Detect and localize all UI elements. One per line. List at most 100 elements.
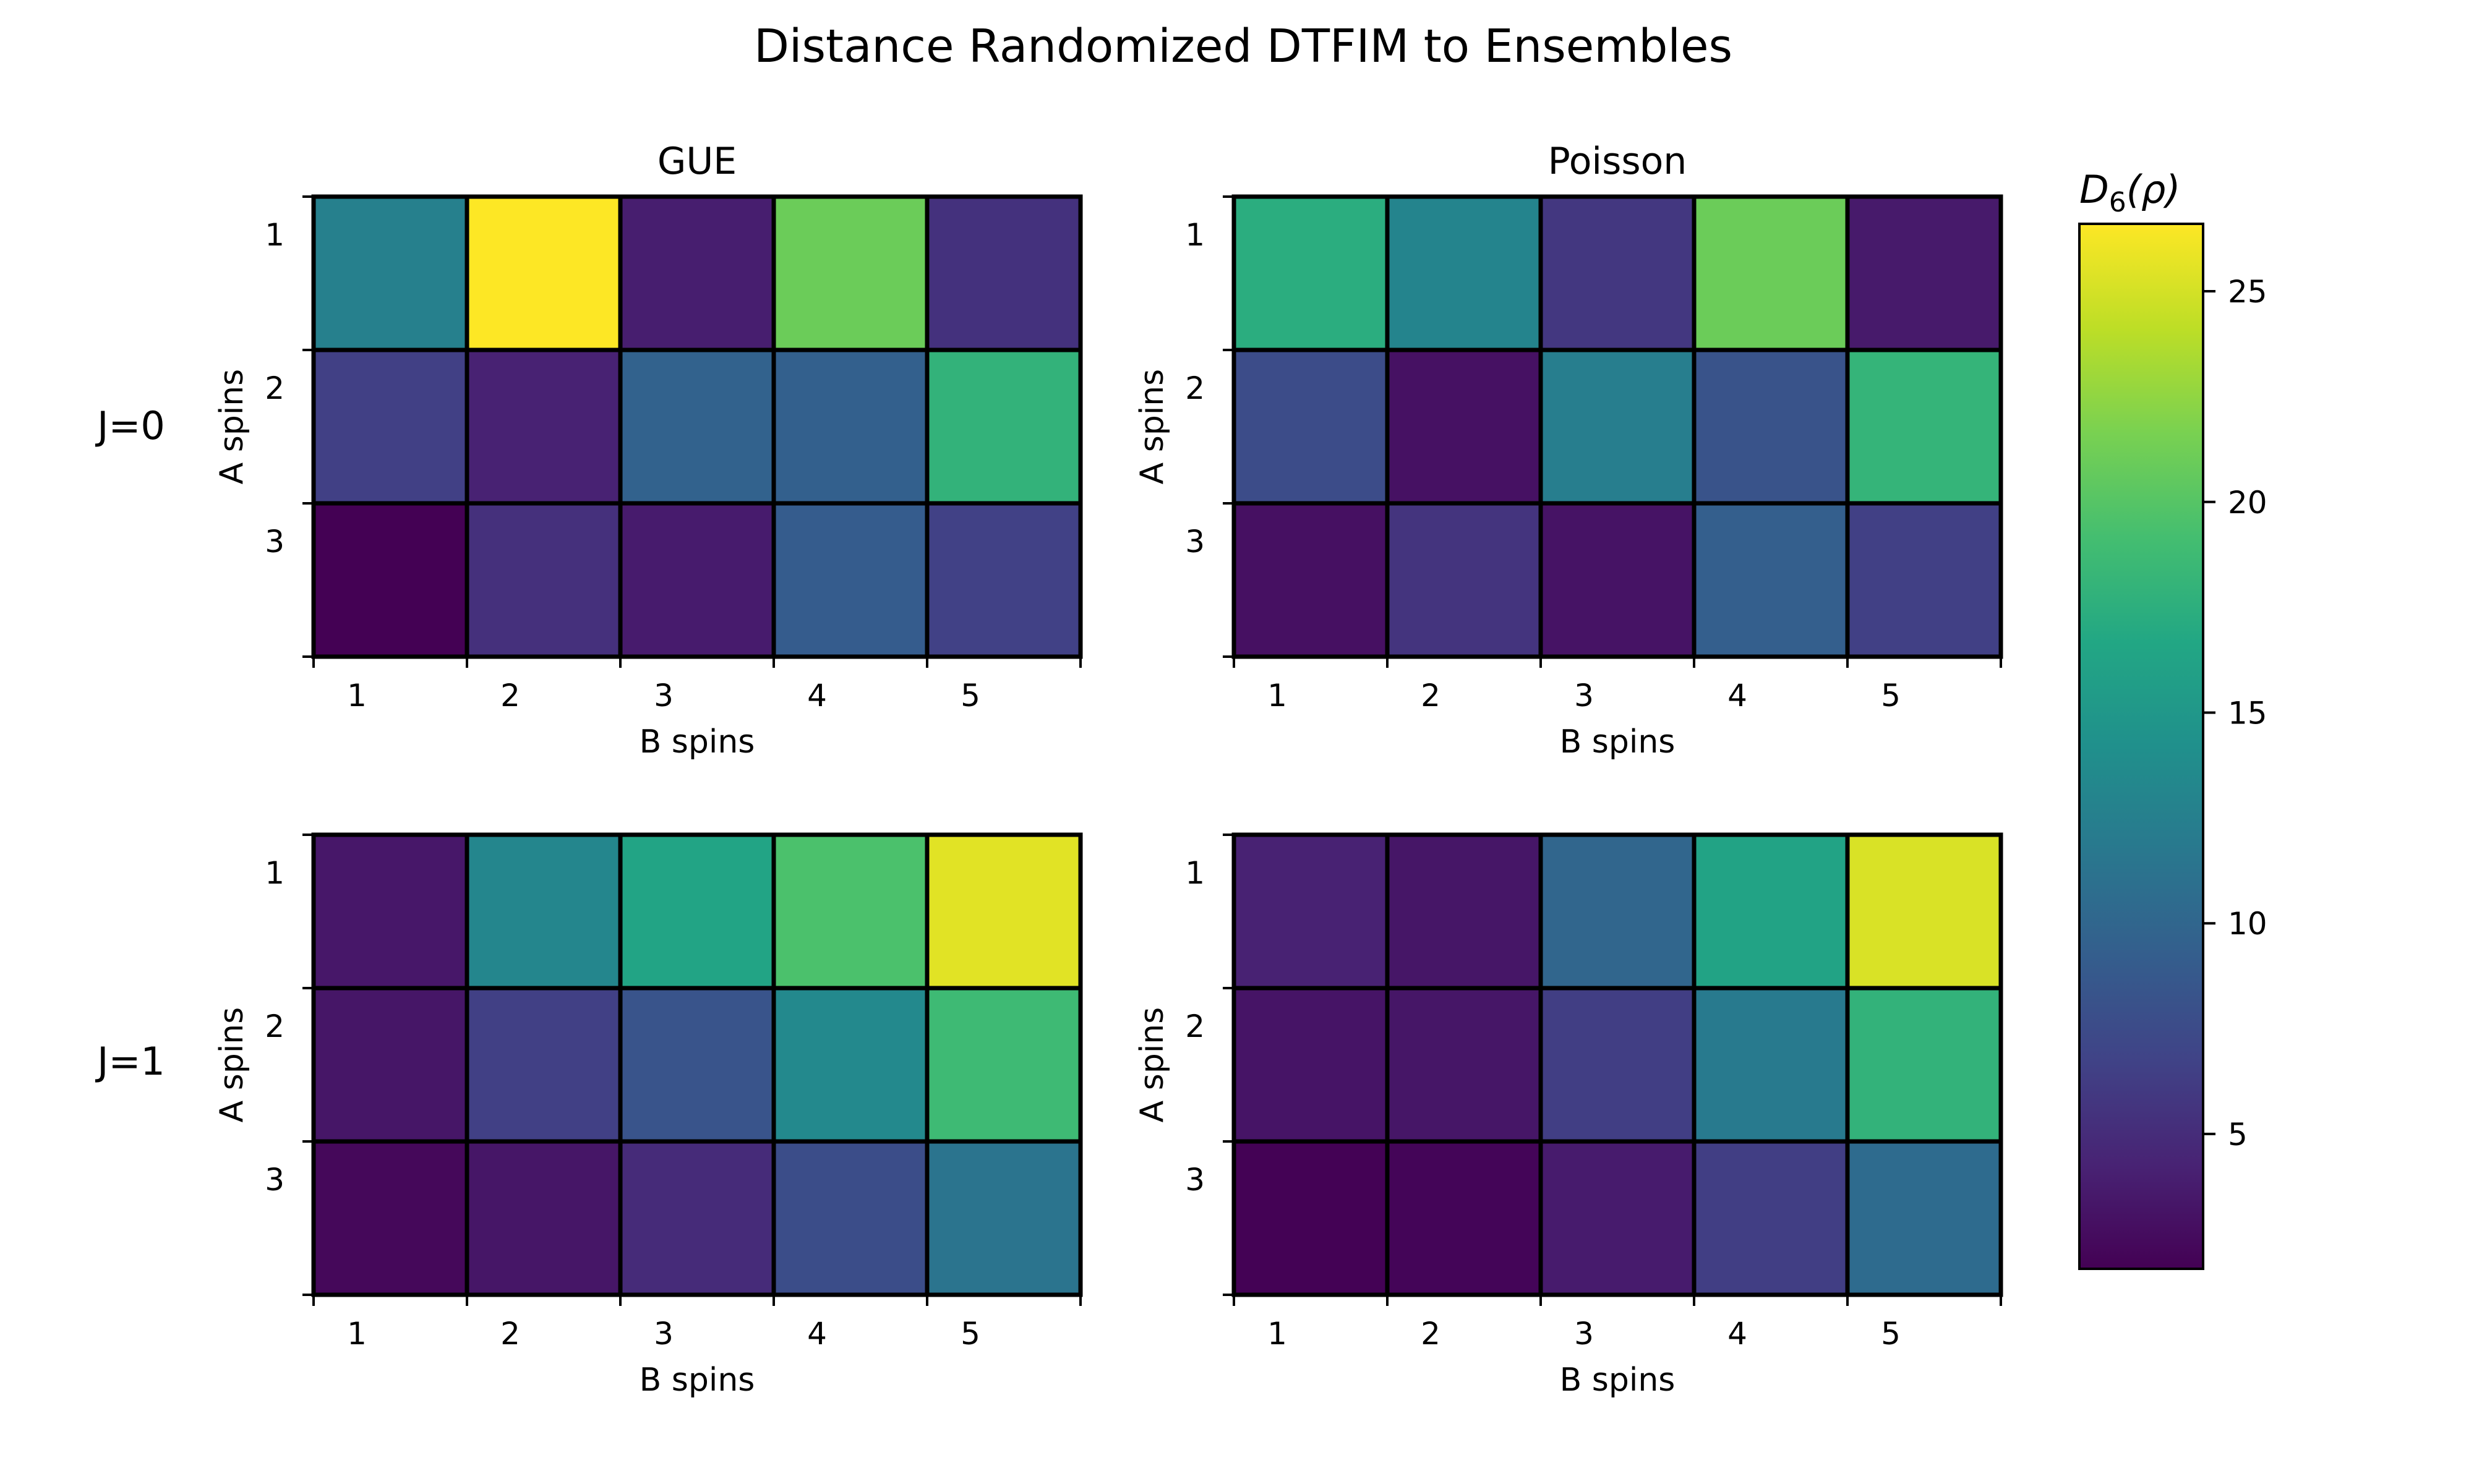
y-tick-label: 3: [1185, 1162, 1205, 1198]
y-tick-label: 2: [1185, 370, 1205, 406]
heatmap-cell: [925, 1139, 1083, 1297]
heatmap-cell: [1385, 832, 1543, 991]
heatmap-cell: [1231, 986, 1390, 1144]
y-tick-label: 1: [1185, 217, 1205, 253]
chart-title: Distance Randomized DTFIM to Ensembles: [754, 20, 1732, 73]
row-label-j1: J=1: [95, 1039, 165, 1084]
x-tick-label: 4: [807, 1316, 827, 1352]
heatmap-cell: [771, 1139, 930, 1297]
x-tick-label: 4: [1727, 1316, 1747, 1352]
heatmap-cell: [311, 194, 469, 352]
colorbar-tick-label: 25: [2228, 274, 2267, 310]
heatmap-cell: [771, 501, 930, 659]
heatmap-cell: [1538, 348, 1697, 506]
x-axis-label: B spins: [1560, 723, 1676, 761]
heatmap-cell: [1538, 1139, 1697, 1297]
heatmap-cell: [1692, 832, 1850, 991]
heatmap-cell: [618, 348, 776, 506]
y-axis-label: A spins: [213, 1007, 250, 1123]
x-tick-label: 2: [500, 1316, 520, 1352]
heatmap-cell: [1845, 348, 2003, 506]
y-axis-label: A spins: [1134, 1007, 1171, 1123]
y-tick-label: 2: [265, 1009, 285, 1044]
colorbar-label-sub: 6: [2109, 187, 2126, 218]
heatmap-panel-j-1-gue: 1 2 3 4 5 1 2 3 B spins A spins: [213, 832, 1083, 1399]
heatmap-cell: [925, 501, 1083, 659]
heatmap-cell: [1845, 986, 2003, 1144]
x-tick-label: 2: [1421, 1316, 1440, 1352]
heatmap-cell: [464, 832, 623, 991]
x-tick-label: 5: [961, 678, 980, 714]
heatmap-cell: [311, 986, 469, 1144]
y-axis-label: A spins: [1134, 369, 1171, 485]
colorbar-label-main: D: [2079, 167, 2109, 212]
heatmap-cell: [1538, 986, 1697, 1144]
x-tick-label: 3: [654, 678, 674, 714]
heatmap-panel-j-0-gue: GUE 1 2 3 4 5 1 2 3 B spins A spins: [213, 140, 1083, 761]
heatmap-cell: [1538, 194, 1697, 352]
colorbar-label: D6(ρ): [2079, 167, 2180, 218]
x-tick-label: 2: [500, 678, 520, 714]
x-axis-label: B spins: [640, 723, 755, 761]
heatmap-cell: [771, 348, 930, 506]
heatmap-cell: [1231, 832, 1390, 991]
heatmap-cell: [1692, 986, 1850, 1144]
heatmap-cell: [1231, 194, 1390, 352]
heatmap-cell: [1692, 348, 1850, 506]
row-label-j0: J=0: [95, 403, 165, 448]
x-tick-label: 4: [1727, 678, 1747, 714]
heatmap-cell: [618, 832, 776, 991]
heatmap-cell: [618, 194, 776, 352]
heatmap-cell: [925, 194, 1083, 352]
heatmap-cell: [1385, 501, 1543, 659]
x-axis-label: B spins: [640, 1362, 755, 1399]
heatmap-cell: [311, 348, 469, 506]
heatmap-cell: [1231, 348, 1390, 506]
heatmap-cell: [1385, 348, 1543, 506]
y-tick-label: 1: [265, 217, 285, 253]
heatmap-cell: [1845, 501, 2003, 659]
heatmap-cell: [1845, 194, 2003, 352]
heatmap-cell: [1385, 194, 1543, 352]
heatmap-cell: [1845, 1139, 2003, 1297]
y-tick-label: 2: [265, 370, 285, 406]
x-axis-label: B spins: [1560, 1362, 1676, 1399]
x-tick-label: 5: [1881, 1316, 1901, 1352]
heatmap-cell: [464, 194, 623, 352]
heatmap-cell: [311, 832, 469, 991]
heatmap-cell: [1231, 501, 1390, 659]
heatmap-cell: [925, 986, 1083, 1144]
colorbar-label-rest: (ρ): [2126, 167, 2181, 212]
heatmap-panels: GUE 1 2 3 4 5 1 2 3 B spins A spins Poisson 1 2 3 4 5 1 2 3…: [213, 140, 2003, 1399]
heatmap-cell: [771, 986, 930, 1144]
heatmap-cell: [1385, 986, 1543, 1144]
panel-title: GUE: [657, 140, 737, 183]
x-tick-label: 1: [1267, 678, 1287, 714]
heatmap-cell: [1231, 1139, 1390, 1297]
heatmap-cell: [464, 986, 623, 1144]
heatmap-cell: [1538, 501, 1697, 659]
heatmap-cell: [771, 832, 930, 991]
y-tick-label: 3: [1185, 524, 1205, 560]
y-tick-label: 2: [1185, 1009, 1205, 1044]
y-axis-label: A spins: [213, 369, 250, 485]
y-tick-label: 1: [1185, 855, 1205, 891]
x-tick-label: 5: [961, 1316, 980, 1352]
panel-title: Poisson: [1548, 140, 1687, 183]
heatmap-cell: [618, 1139, 776, 1297]
x-tick-label: 1: [347, 678, 367, 714]
x-tick-label: 3: [654, 1316, 674, 1352]
x-tick-label: 1: [1267, 1316, 1287, 1352]
heatmap-cell: [925, 832, 1083, 991]
heatmap-cell: [771, 194, 930, 352]
heatmap-cell: [1692, 194, 1850, 352]
heatmap-cell: [618, 986, 776, 1144]
colorbar-tick-label: 5: [2228, 1117, 2248, 1153]
heatmap-cell: [1538, 832, 1697, 991]
colorbar-tick-label: 10: [2228, 906, 2267, 942]
colorbar-tick-label: 15: [2228, 695, 2267, 731]
x-tick-label: 5: [1881, 678, 1901, 714]
colorbar-tick-label: 20: [2228, 485, 2267, 521]
y-tick-label: 3: [265, 1162, 285, 1198]
